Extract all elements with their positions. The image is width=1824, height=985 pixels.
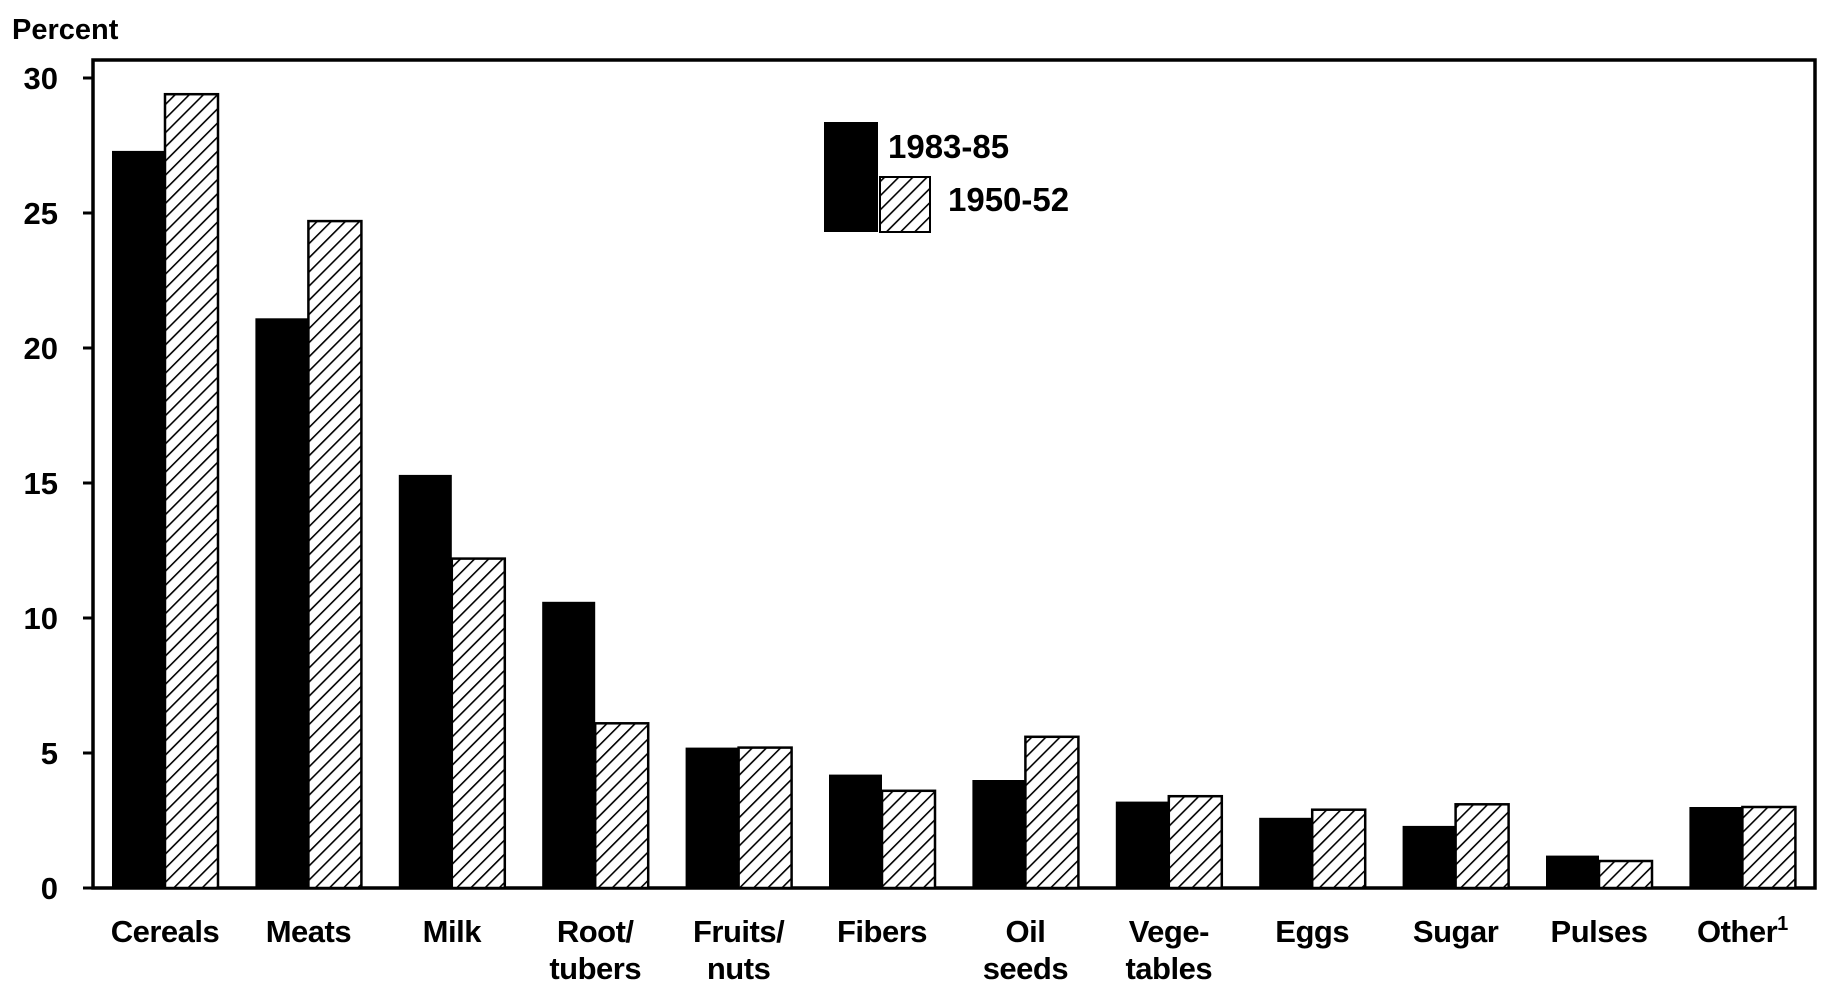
x-tick-label: Vege-tables [1125, 914, 1212, 985]
bar-1983-85-8 [1259, 817, 1313, 888]
x-tick-label: Root/tubers [549, 914, 641, 985]
bar-1983-85-6 [972, 780, 1026, 888]
bar-1983-85-4 [685, 747, 739, 888]
legend-swatch-1983-85 [824, 122, 878, 232]
x-tick-label: Oil seeds [983, 914, 1068, 985]
legend-label-1950-52: 1950-52 [948, 181, 1069, 218]
legend-swatch-1950-52 [879, 176, 931, 233]
bar-1950-52-0 [163, 92, 220, 890]
bar-1950-52-8 [1310, 808, 1367, 890]
bar-1950-52-2 [450, 557, 507, 890]
bar-1950-52-6 [1024, 735, 1080, 890]
y-tick-label: 30 [24, 61, 58, 96]
bar-1983-85-10 [1546, 855, 1599, 888]
bar-1950-52-9 [1454, 803, 1510, 890]
x-tick-label: Sugar [1413, 914, 1499, 949]
bar-1950-52-11 [1741, 805, 1797, 890]
bar-1950-52-3 [593, 722, 650, 890]
x-axis: Cereals Meats Milk Root/tubers Fruits/nuts Fi… [111, 913, 1789, 985]
bar-1983-85-9 [1402, 825, 1456, 888]
bar-1950-52-5 [880, 789, 937, 890]
x-tick-label: Eggs [1275, 914, 1349, 949]
x-tick-label: Milk [423, 914, 483, 949]
bar-1983-85-2 [398, 474, 452, 888]
y-tick-label: 10 [24, 601, 58, 636]
x-tick-label: Fruits/nuts [693, 914, 785, 985]
y-tick-label: 25 [24, 196, 58, 231]
bar-1950-52-1 [307, 219, 363, 890]
bar-1950-52-10 [1597, 859, 1654, 890]
y-axis-title: Percent [12, 14, 119, 46]
bars-group [112, 92, 1797, 890]
x-tick-label: Meats [266, 914, 351, 949]
legend: 1983-85 1950-52 [824, 122, 1069, 233]
bar-1983-85-11 [1689, 807, 1743, 888]
y-tick-label: 15 [24, 466, 58, 501]
y-tick-label: 20 [24, 331, 58, 366]
x-tick-label: Pulses [1551, 914, 1648, 949]
x-tick-label: Other1 [1697, 913, 1788, 949]
x-tick-label: Fibers [837, 914, 927, 949]
x-tick-label: Cereals [111, 914, 220, 949]
bar-1983-85-0 [112, 150, 165, 888]
bar-1983-85-3 [542, 601, 596, 888]
bar-1983-85-5 [829, 774, 882, 888]
plot-frame [91, 58, 1817, 890]
y-tick-label: 5 [41, 736, 58, 771]
bar-1983-85-7 [1115, 801, 1169, 888]
y-tick-label: 0 [41, 871, 58, 906]
bar-1950-52-4 [737, 746, 793, 890]
bar-1983-85-1 [255, 318, 309, 888]
legend-label-1983-85: 1983-85 [888, 128, 1009, 165]
y-axis: 0 5 10 15 20 25 30 [24, 61, 93, 906]
bar-1950-52-7 [1167, 794, 1224, 890]
